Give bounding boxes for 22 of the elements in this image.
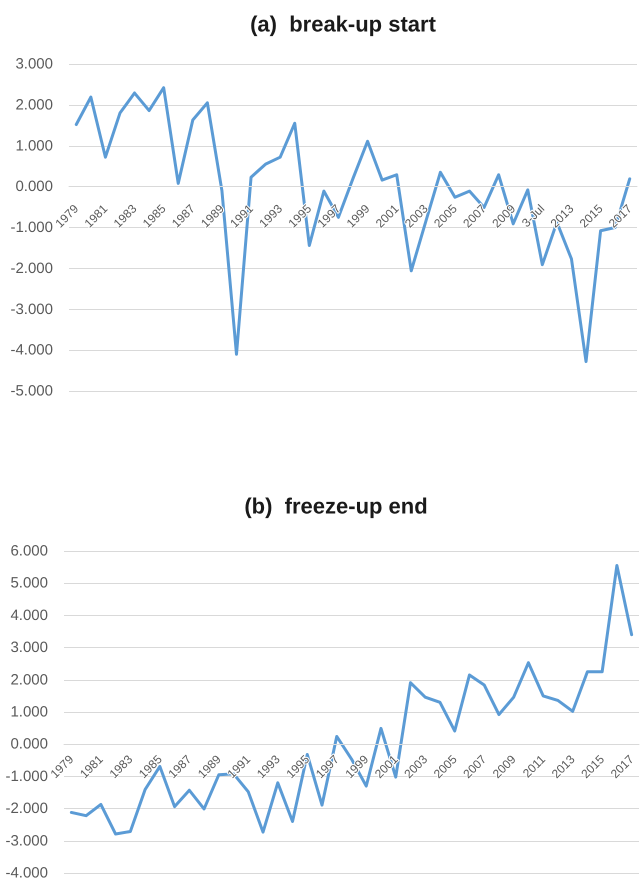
y-tick-label: 4.000 — [10, 606, 48, 624]
y-tick-label: 3.000 — [15, 56, 53, 72]
y-tick-label: 1.000 — [15, 137, 53, 154]
y-tick-label: 1.000 — [10, 704, 48, 720]
y-tick-label: 5.000 — [10, 574, 48, 592]
y-tick-label: 3.000 — [10, 639, 48, 656]
y-tick-label: -2.000 — [5, 800, 48, 818]
y-tick-label: 2.000 — [15, 96, 53, 114]
y-tick-label: -3.000 — [10, 300, 53, 318]
y-tick-label: -4.000 — [10, 342, 53, 359]
y-tick-label: -4.000 — [5, 864, 48, 882]
chart-title: (a) break-up start — [250, 12, 437, 36]
y-tick-label: 6.000 — [10, 542, 48, 560]
y-tick-label: -5.000 — [10, 382, 53, 400]
y-tick-label: -2.000 — [10, 260, 53, 277]
y-tick-label: -3.000 — [5, 832, 48, 850]
y-tick-label: 0.000 — [15, 178, 53, 196]
y-tick-label: 2.000 — [10, 671, 48, 688]
y-tick-label: -1.000 — [10, 219, 53, 236]
y-tick-label: 0.000 — [10, 736, 48, 753]
y-tick-label: -1.000 — [5, 768, 48, 785]
chart-title: (b) freeze-up end — [244, 494, 428, 518]
